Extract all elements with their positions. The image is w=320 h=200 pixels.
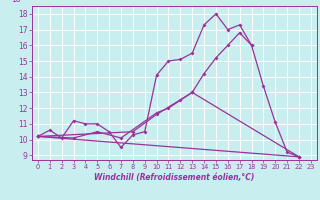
Text: 18: 18 [12,0,21,4]
X-axis label: Windchill (Refroidissement éolien,°C): Windchill (Refroidissement éolien,°C) [94,173,255,182]
